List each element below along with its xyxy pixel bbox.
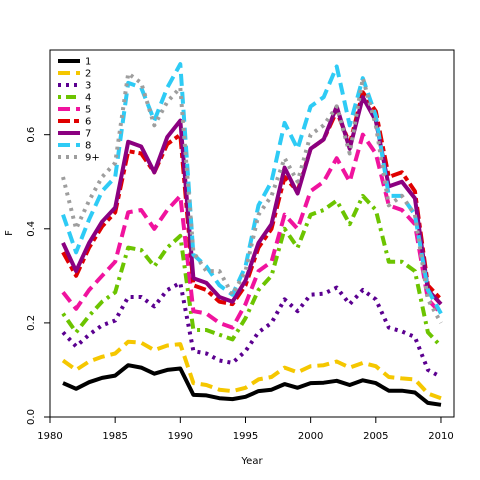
plot-frame: [49, 49, 455, 418]
legend-label: 3: [85, 81, 91, 92]
y-tick-label: 0.6: [26, 127, 37, 143]
legend-label: 7: [85, 129, 91, 140]
series-line-7: [61, 95, 443, 306]
series-line-3: [61, 280, 442, 379]
legend-label: 2: [85, 69, 91, 80]
x-tick-label: 1980: [37, 431, 62, 442]
series-line-2: [61, 339, 442, 401]
legend-label: 6: [85, 117, 91, 128]
y-tick-label: 0.2: [26, 315, 37, 331]
series-line-5: [61, 132, 443, 330]
y-tick-label: 0.4: [26, 221, 37, 237]
x-axis-label: Year: [240, 456, 263, 467]
series-line-4: [61, 193, 443, 348]
legend-label: 4: [85, 93, 91, 104]
y-axis-label: F: [4, 230, 15, 236]
legend-label: 9+: [85, 153, 100, 164]
series-line-8: [61, 62, 443, 315]
x-tick-label: 2005: [363, 431, 388, 442]
legend-label: 1: [85, 57, 91, 68]
x-tick-label: 2000: [298, 431, 323, 442]
x-axis: 1980 1985 1990 1995 2000 2005 2010: [37, 417, 454, 442]
x-tick-label: 1990: [168, 431, 193, 442]
y-tick-label: 0.0: [26, 409, 37, 425]
x-tick-label: 1995: [233, 431, 258, 442]
x-tick-label: 1985: [102, 431, 127, 442]
legend-label: 5: [85, 105, 91, 116]
x-tick-label: 2010: [428, 431, 453, 442]
legend-label: 8: [85, 141, 91, 152]
series-layer: [61, 62, 443, 407]
series-line-1: [62, 363, 442, 407]
y-axis: 0.0 0.2 0.4 0.6: [26, 127, 50, 425]
